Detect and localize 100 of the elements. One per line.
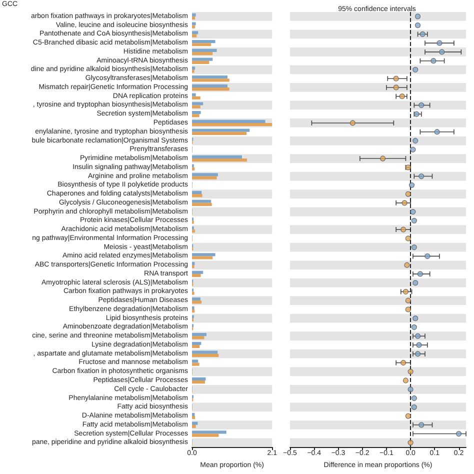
bar [192, 350, 218, 354]
bar [192, 176, 217, 180]
point [439, 49, 445, 55]
point [350, 120, 356, 126]
bar [192, 202, 212, 206]
bar [192, 105, 200, 108]
bar [192, 16, 196, 20]
bar [192, 25, 196, 28]
point [411, 324, 417, 330]
point [405, 413, 411, 419]
bar [192, 13, 196, 16]
bar [192, 96, 200, 100]
bar [192, 380, 205, 384]
point [402, 200, 408, 206]
bar [192, 75, 228, 79]
point [414, 14, 421, 20]
point [408, 440, 414, 446]
bar [192, 31, 198, 34]
point [393, 84, 399, 90]
point [412, 66, 418, 73]
point [417, 271, 423, 277]
bar [192, 309, 195, 313]
bar [192, 300, 202, 304]
point [399, 94, 405, 100]
point [411, 218, 417, 224]
bar [192, 111, 201, 114]
point [410, 146, 416, 152]
point [405, 306, 411, 312]
bar [192, 194, 202, 198]
bar [192, 422, 198, 425]
point [393, 76, 399, 82]
point [412, 280, 418, 286]
point [408, 368, 414, 374]
bar [192, 34, 197, 38]
bar [192, 84, 228, 88]
bar [192, 262, 195, 266]
point [400, 226, 406, 232]
point [405, 236, 411, 242]
point [400, 360, 406, 366]
bar [192, 200, 212, 203]
point [410, 208, 416, 215]
bar [192, 167, 195, 170]
bar [192, 416, 196, 420]
bar [192, 270, 204, 274]
point [434, 129, 440, 135]
point [414, 111, 420, 117]
bar [192, 332, 206, 336]
point [411, 404, 417, 410]
point [402, 288, 409, 295]
bar [192, 342, 202, 345]
bar [192, 58, 213, 61]
bar [192, 60, 210, 64]
point [456, 430, 462, 437]
bar [192, 22, 196, 26]
bar [192, 297, 200, 301]
point [424, 253, 430, 259]
bar [192, 93, 196, 96]
point [418, 102, 424, 108]
bar [192, 66, 196, 70]
bar [192, 102, 204, 106]
bar [192, 158, 247, 162]
bar [192, 48, 217, 52]
bar [192, 256, 213, 260]
bar [192, 43, 212, 46]
point [408, 182, 415, 188]
bar [192, 360, 198, 363]
bar [192, 253, 216, 256]
bar [192, 114, 200, 118]
bar [192, 78, 230, 82]
point [420, 31, 426, 37]
bar [192, 155, 242, 159]
point [412, 138, 418, 144]
bar [192, 377, 206, 381]
bar [192, 230, 196, 233]
point [418, 422, 424, 428]
point [380, 156, 386, 162]
bar [192, 344, 200, 348]
bar [192, 430, 226, 434]
point [408, 386, 414, 392]
point [404, 262, 410, 268]
point [416, 342, 422, 348]
point [412, 316, 418, 322]
bar [192, 354, 219, 357]
point [411, 395, 417, 402]
bar [192, 434, 219, 437]
bar [192, 190, 202, 194]
bar [192, 412, 195, 416]
bar [192, 362, 200, 366]
point [405, 191, 411, 197]
bar [192, 274, 201, 278]
point [405, 298, 411, 304]
point [430, 58, 436, 64]
point [411, 244, 417, 250]
point [436, 40, 442, 46]
point [414, 22, 421, 28]
bar [192, 424, 196, 428]
bar [192, 52, 213, 56]
bar [192, 40, 216, 44]
point [418, 173, 424, 180]
bar [192, 87, 230, 91]
